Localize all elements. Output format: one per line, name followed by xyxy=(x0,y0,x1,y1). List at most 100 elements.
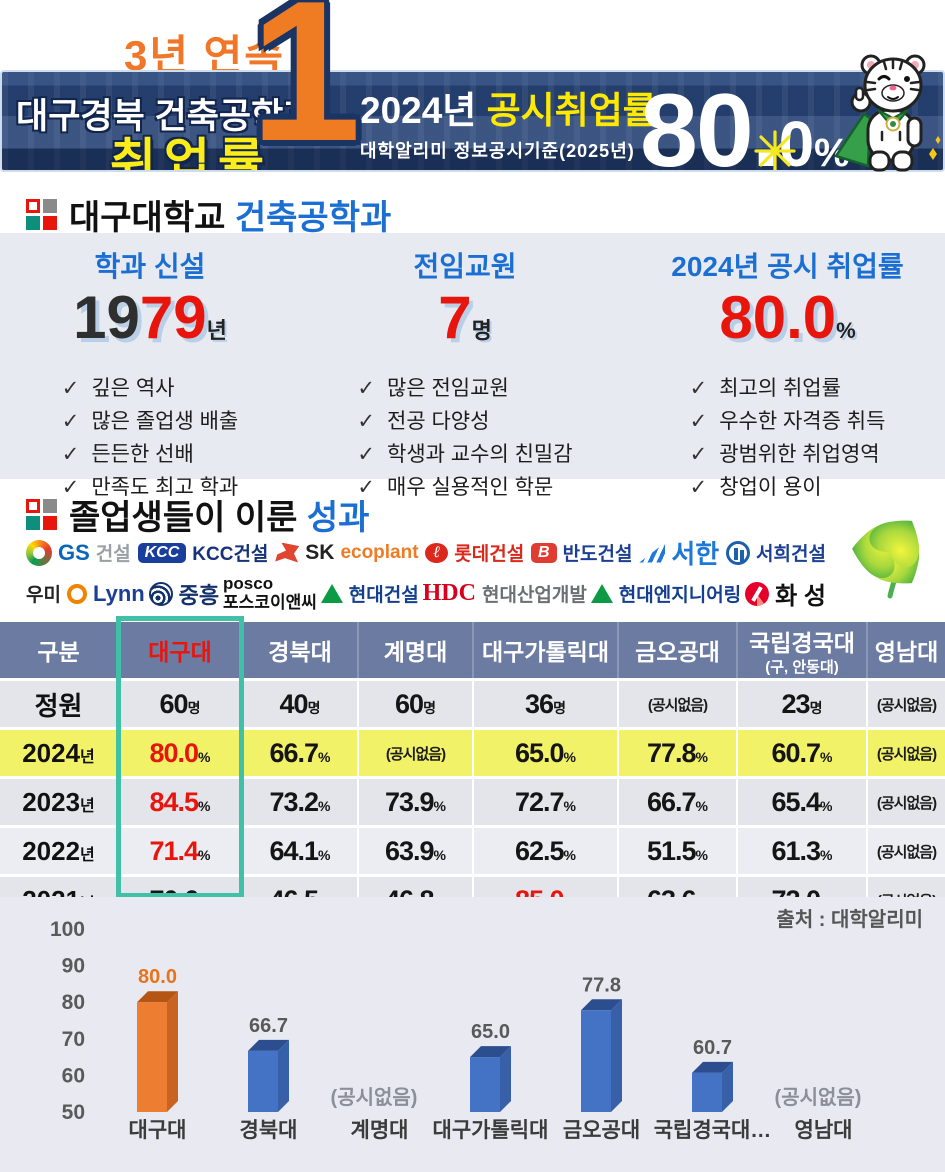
cell-2024-3: 65.0% xyxy=(473,727,619,778)
cell-2023-6: (공시없음) xyxy=(867,776,945,827)
logo-text: 우미 xyxy=(26,585,61,607)
seohee-building-icon xyxy=(726,540,751,565)
check-icon: ✓ xyxy=(357,377,376,400)
checklist-text: 많은 전임교원 xyxy=(387,377,509,400)
check-icon: ✓ xyxy=(61,443,80,466)
checklist-item: ✓ 든든한 선배 xyxy=(62,438,239,471)
col-header-5: 금오공대 xyxy=(618,622,738,680)
gs-swirl-icon xyxy=(26,539,52,566)
woomi-ring-icon xyxy=(66,583,87,604)
no-disclosure-text: (공시없음) xyxy=(876,745,937,763)
checklist-item: ✓ 만족도 최고 학과 xyxy=(62,471,239,504)
logo-text: 화 성 xyxy=(775,583,826,611)
checklist-text: 최고의 취업률 xyxy=(719,377,841,400)
cell-value: 23 xyxy=(781,688,811,719)
cell-unit: % xyxy=(433,846,446,863)
cell-value: 80.0 xyxy=(149,737,199,768)
cell-2024-0: 80.0% xyxy=(118,727,243,778)
cell-2024-2: (공시없음) xyxy=(358,727,474,778)
checklist-text: 전공 다양성 xyxy=(387,410,490,433)
logo-text: GS xyxy=(58,539,90,565)
col-header-label: 구분 xyxy=(37,639,80,665)
seohan-waves-icon xyxy=(639,542,666,563)
dept-col-value: 7명 xyxy=(300,287,630,362)
check-icon: ✓ xyxy=(689,443,708,466)
row-label-suffix: 년 xyxy=(80,846,95,864)
dept-col-value: 80.0% xyxy=(630,287,945,362)
cell-value: 40 xyxy=(279,688,309,719)
dept-value-unit: 명 xyxy=(471,318,492,343)
logo-text: 서희건설 xyxy=(756,544,826,565)
col-header-label: 경북대 xyxy=(268,639,332,665)
col-header-label: 대구대 xyxy=(148,639,212,665)
check-icon: ✓ xyxy=(689,377,708,400)
cell-value: 66.7 xyxy=(269,737,319,768)
cell-2024-4: 77.8% xyxy=(618,727,738,778)
col-header-0: 구분 xyxy=(0,622,119,680)
logo-text: 중흥 xyxy=(178,582,220,608)
hero-rate-int: 80. xyxy=(640,73,781,172)
dept-value-red: 7 xyxy=(438,284,472,351)
hero-banner: 대구경북 건축공학과 취업률 2024년 공시취업률 대학알리미 정보공시기준(… xyxy=(0,70,945,172)
cell-2024-1: 66.7% xyxy=(242,727,359,778)
chart-source: 출처 : 대학알리미 xyxy=(776,909,923,931)
cell-value: 72.7 xyxy=(514,786,565,817)
comparison-table-wrap: 구분 대구대 경북대 계명대 대구가톨릭대 금오공대 국립경국대 (구, 안동대) 영남대 정원 6… xyxy=(0,616,945,923)
cell-unit: % xyxy=(695,748,708,765)
chart-bar-top-5 xyxy=(692,1061,733,1073)
table-body: 정원 60명 40명 60명 36명 (공시없음) 23명 (공시없음) 2024년 80.0% 6… xyxy=(0,678,945,923)
row-label-suffix: 년 xyxy=(80,748,95,766)
check-icon: ✓ xyxy=(357,443,376,466)
check-icon: ✓ xyxy=(61,410,80,433)
logo-text: 현대엔지니어링 xyxy=(618,585,742,607)
x-label-2: 계명대 xyxy=(351,1119,409,1142)
cell-unit: 명 xyxy=(423,699,436,716)
checklist-item: ✓ 깊은 역사 xyxy=(62,372,239,405)
table-row-2023: 2023년 84.5% 73.2% 73.9% 72.7% 66.7% 65.4% (공시없음… xyxy=(0,776,945,827)
logo-hdc: HDC 현대산업개발 xyxy=(423,580,587,607)
checklist-text: 우수한 자격증 취득 xyxy=(719,410,886,433)
logo-text: 반도건설 xyxy=(562,544,633,565)
row-label: 2022 xyxy=(22,835,81,866)
cell-2023-1: 73.2% xyxy=(242,776,359,827)
logo-text: 현대산업개발 xyxy=(481,585,587,607)
col-header-7: 영남대 xyxy=(867,622,945,680)
dept-checklist: ✓ 많은 전임교원 ✓ 전공 다양성 ✓ 학생과 교수의 친밀감 ✓ 매우 실용적인 학문 xyxy=(357,372,572,504)
chart-bar-top-1 xyxy=(248,1039,289,1051)
cell-unit: % xyxy=(695,797,708,814)
logo-text: KCC xyxy=(137,542,187,563)
col-header-sublabel: (구, 안동대) xyxy=(765,658,839,676)
cell-2023-5: 65.4% xyxy=(737,776,868,827)
cell-value: 65.0 xyxy=(514,737,565,768)
chart-bar-side-4 xyxy=(611,999,622,1112)
cell-2023-4: 66.7% xyxy=(618,776,738,827)
cell-value: 36 xyxy=(525,688,554,719)
dept-col-value: 1979년 xyxy=(0,287,300,362)
row-label-cell: 2024년 xyxy=(0,727,119,778)
bar-value-label-5: 60.7 xyxy=(693,1037,732,1059)
logo-text: KCC건설 xyxy=(192,544,269,565)
cell-value: 77.8 xyxy=(646,737,697,768)
y-tick-90: 90 xyxy=(62,955,85,978)
col-header-4: 대구가톨릭대 xyxy=(473,622,619,680)
hero-right-titles: 2024년 공시취업률 대학알리미 정보공시기준(2025년) 대구경북 4년제… xyxy=(360,80,657,170)
row-label: 2024 xyxy=(22,737,81,768)
checklist-text: 만족도 최고 학과 xyxy=(91,476,239,499)
cell-정원-2: 60명 xyxy=(358,678,474,729)
header-row: 구분 대구대 경북대 계명대 대구가톨릭대 금오공대 국립경국대 (구, 안동대) 영남대 xyxy=(0,622,945,680)
checklist-item: ✓ 최고의 취업률 xyxy=(690,372,886,405)
cell-value: 66.7 xyxy=(646,786,697,817)
checklist-item: ✓ 많은 전임교원 xyxy=(357,372,572,405)
cell-정원-0: 60명 xyxy=(118,678,243,729)
col-header-label: 계명대 xyxy=(383,639,448,665)
cell-unit: % xyxy=(820,797,833,814)
bar-value-label-3: 65.0 xyxy=(471,1021,510,1043)
mascot-cape xyxy=(834,112,872,168)
bar-no-data-label-6: (공시없음) xyxy=(775,1086,862,1109)
cell-2023-0: 84.5% xyxy=(118,776,243,827)
checklist-text: 매우 실용적인 학문 xyxy=(387,476,554,499)
chart-bar-top-0 xyxy=(137,991,178,1003)
dept-checklist: ✓ 깊은 역사 ✓ 많은 졸업생 배출 ✓ 든든한 선배 ✓ 만족도 최고 학과 xyxy=(62,372,239,504)
dept-title-university: 대구대학교 xyxy=(69,199,235,237)
col-header-label: 대구가톨릭대 xyxy=(482,639,609,665)
